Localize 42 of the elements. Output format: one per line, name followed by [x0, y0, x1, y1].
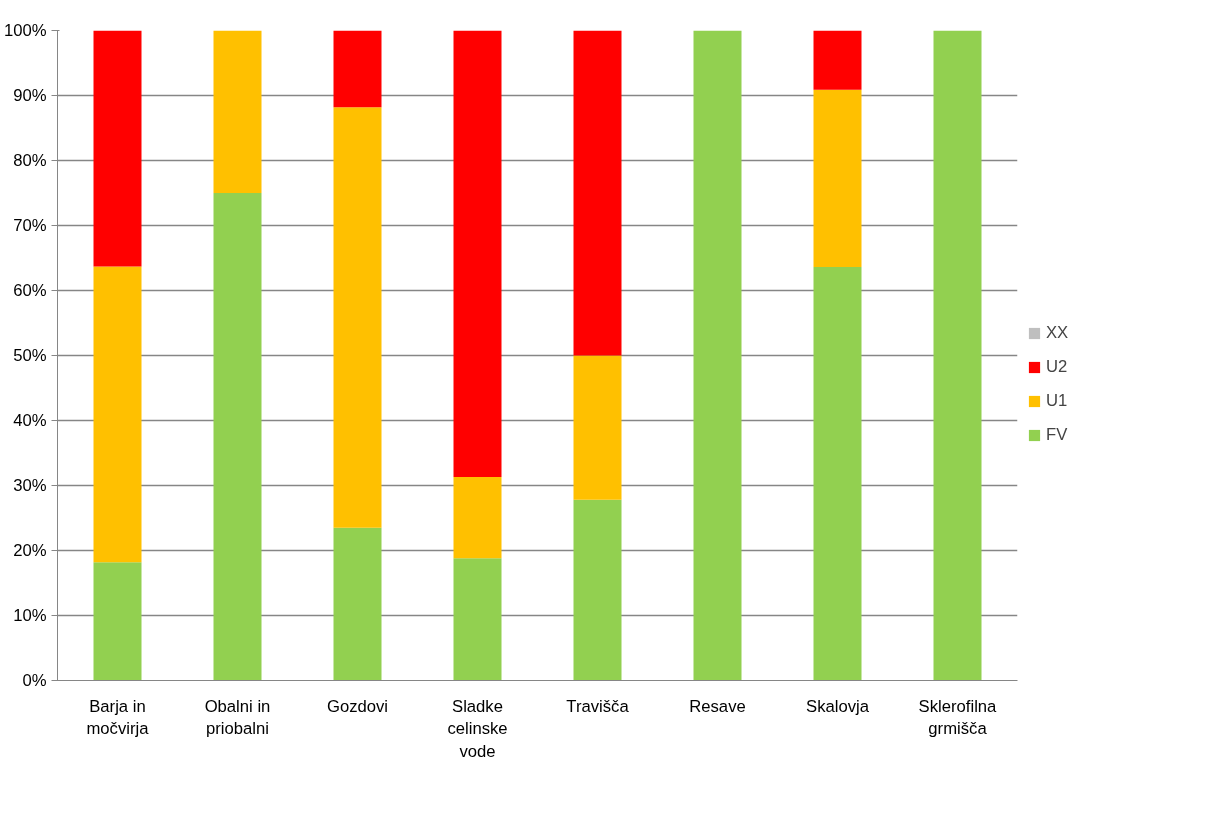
bar: [573, 499, 622, 681]
bar: [93, 266, 142, 563]
bar: [333, 30, 382, 108]
x-tick-label: Skalovja: [806, 696, 870, 716]
bar: [813, 267, 862, 681]
x-tick-label: Gozdovi: [326, 696, 389, 716]
bar: [93, 30, 142, 267]
bar: [93, 562, 142, 681]
legend-label: FV: [1046, 425, 1068, 445]
bar: [933, 30, 982, 681]
bar: [813, 30, 862, 90]
y-tick-label: 0%: [22, 671, 47, 690]
x-tick-label: Travišča: [566, 696, 630, 716]
legend-label: XX: [1046, 323, 1069, 343]
bar: [573, 30, 622, 356]
x-tick-label: Obalni in priobalni: [204, 696, 271, 739]
bar: [693, 30, 742, 681]
y-tick-label: 100%: [3, 21, 47, 40]
y-tick-label: 40%: [13, 411, 47, 430]
y-tick-label: 90%: [13, 86, 47, 105]
bar: [573, 355, 622, 500]
y-tick-label: 80%: [13, 151, 47, 170]
y-tick-label: 30%: [13, 476, 47, 495]
bar: [453, 477, 502, 559]
x-tick-label: Sklerofilna grmišča: [918, 696, 998, 739]
legend-label: U1: [1046, 391, 1068, 411]
x-tick-label: Barja in močvirja: [86, 696, 150, 739]
bar: [453, 30, 502, 478]
bar: [453, 558, 502, 681]
bar: [213, 30, 262, 193]
y-tick-label: 70%: [13, 216, 47, 235]
y-tick-label: 10%: [13, 606, 47, 625]
y-tick-label: 20%: [13, 541, 47, 560]
bar: [333, 107, 382, 528]
bar: [333, 527, 382, 681]
x-tick-label: Sladke celinske vode: [447, 696, 508, 762]
y-tick-label: 60%: [13, 281, 47, 300]
bar: [813, 89, 862, 268]
bar: [213, 193, 262, 681]
y-tick-label: 50%: [13, 346, 47, 365]
legend-label: U2: [1046, 357, 1068, 377]
x-tick-label: Resave: [689, 696, 746, 716]
